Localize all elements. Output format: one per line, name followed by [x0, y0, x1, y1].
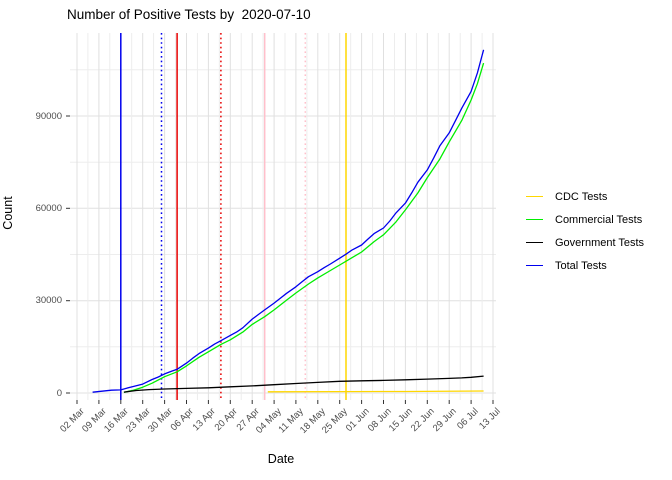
- plot-title: Number of Positive Tests by 2020-07-10: [67, 7, 311, 22]
- legend-key-line: [526, 219, 543, 220]
- y-tick-label: 90000: [35, 110, 62, 122]
- y-tick-label: 30000: [35, 295, 62, 307]
- legend-key-line: [526, 242, 543, 243]
- axis-ticks: [66, 115, 494, 404]
- y-tick-label: 60000: [35, 202, 62, 214]
- legend-label: CDC Tests: [555, 190, 608, 203]
- reference-vlines: [120, 33, 347, 400]
- legend-row: Government Tests: [526, 231, 644, 254]
- legend-row: CDC Tests: [526, 185, 644, 208]
- legend: CDC Tests Commercial Tests Government Test…: [526, 185, 644, 277]
- x-axis-title: Date: [267, 452, 295, 466]
- legend-row: Total Tests: [526, 254, 644, 277]
- y-axis-title: Count: [1, 196, 15, 230]
- grid-vertical: [76, 33, 494, 400]
- legend-key-line: [526, 265, 543, 266]
- data-series: [92, 49, 485, 394]
- legend-row: Commercial Tests: [526, 208, 644, 231]
- legend-label: Total Tests: [555, 259, 607, 272]
- legend-key-line: [526, 196, 543, 197]
- legend-label: Government Tests: [555, 236, 645, 249]
- legend-label: Commercial Tests: [555, 213, 643, 226]
- grid-horizontal: [70, 69, 496, 394]
- y-tick-label: 0: [56, 387, 62, 399]
